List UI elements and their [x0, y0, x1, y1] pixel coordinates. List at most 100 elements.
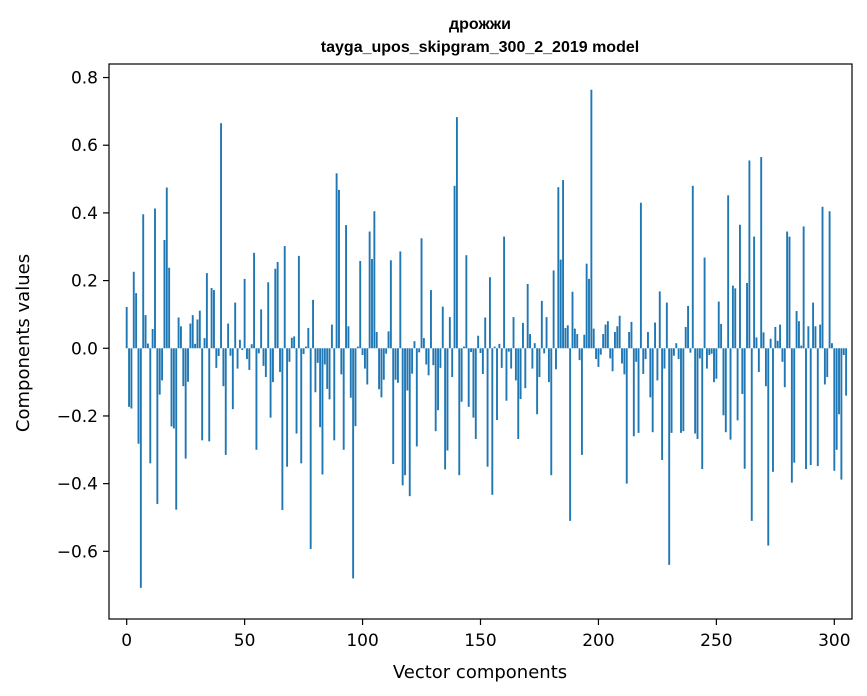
bar [668, 348, 671, 565]
bar [819, 324, 822, 349]
bar [609, 348, 612, 359]
bar [295, 348, 298, 434]
bar [255, 348, 258, 450]
bar [382, 348, 385, 380]
x-tick-label: 100 [346, 631, 378, 651]
bar [425, 348, 428, 365]
bar [309, 348, 312, 549]
bar [625, 348, 628, 484]
bar [144, 315, 147, 349]
bar [154, 208, 156, 349]
bar [797, 321, 800, 349]
bar [588, 278, 590, 349]
bar [493, 346, 496, 349]
bar [210, 288, 213, 349]
x-tick-label: 200 [582, 631, 614, 651]
bar [611, 348, 614, 372]
bar [710, 348, 713, 354]
bar [727, 195, 730, 349]
bar [606, 321, 609, 349]
bar [672, 348, 675, 356]
bar [524, 348, 527, 389]
bar [356, 346, 359, 349]
bar [312, 299, 314, 349]
bar [734, 288, 737, 349]
bar [352, 348, 355, 579]
bar [250, 344, 253, 349]
bar [682, 348, 685, 432]
bar [420, 238, 423, 349]
bar [368, 231, 371, 349]
bar [460, 348, 463, 402]
bar [441, 306, 444, 349]
bar [715, 348, 718, 379]
bar [486, 348, 489, 467]
bar [262, 348, 265, 366]
bar [220, 123, 222, 349]
bar [772, 348, 774, 472]
bar [243, 278, 246, 349]
bar [562, 180, 564, 349]
bar [639, 202, 642, 349]
bar [319, 348, 322, 428]
bar [406, 348, 409, 391]
bar [203, 338, 206, 349]
bar [137, 348, 140, 444]
bar [269, 348, 272, 418]
bar [130, 348, 133, 409]
bar [158, 348, 161, 395]
bar [470, 348, 473, 352]
bar [427, 348, 430, 376]
bar [422, 338, 425, 349]
bar [326, 348, 329, 389]
bar [628, 332, 631, 349]
bar [729, 348, 732, 440]
bar [491, 348, 494, 495]
bar [496, 348, 498, 421]
bar [831, 343, 833, 349]
bar [455, 117, 458, 349]
bar [781, 348, 784, 362]
bar [514, 348, 517, 381]
bar [305, 346, 307, 349]
bar [213, 290, 215, 349]
bar [205, 273, 208, 349]
bar [840, 348, 843, 480]
axes-group: 0 50 100 150 200 250 300 −0.6 −0.4 −0.2 0.0 0.2 0.4 0… [57, 69, 851, 651]
x-tick-label: 0 [121, 631, 132, 651]
y-tick-label: −0.2 [57, 407, 98, 427]
bar [632, 348, 635, 437]
bar [257, 348, 260, 354]
bar [177, 317, 180, 349]
bar [321, 348, 324, 475]
bar [359, 260, 362, 349]
bar [602, 334, 605, 349]
bar [399, 251, 402, 349]
bar [345, 225, 347, 349]
bar [241, 348, 244, 350]
bar [833, 348, 836, 471]
bar [691, 185, 694, 349]
bar [363, 348, 366, 369]
bar [208, 348, 211, 442]
bar [231, 348, 234, 410]
bar [767, 348, 770, 546]
bar [288, 348, 291, 362]
bar [746, 282, 748, 349]
bar [283, 246, 286, 349]
bar [394, 348, 397, 380]
bar [705, 348, 708, 369]
bar [526, 283, 529, 349]
bar [642, 348, 645, 374]
bar [128, 348, 130, 407]
bar [479, 348, 482, 354]
bar [580, 348, 583, 455]
bar [795, 311, 798, 349]
bar [401, 348, 404, 486]
bar [340, 348, 343, 375]
bar [757, 348, 760, 372]
bar [708, 348, 711, 356]
bar [536, 348, 539, 415]
bar [630, 321, 633, 349]
bar [347, 326, 350, 349]
